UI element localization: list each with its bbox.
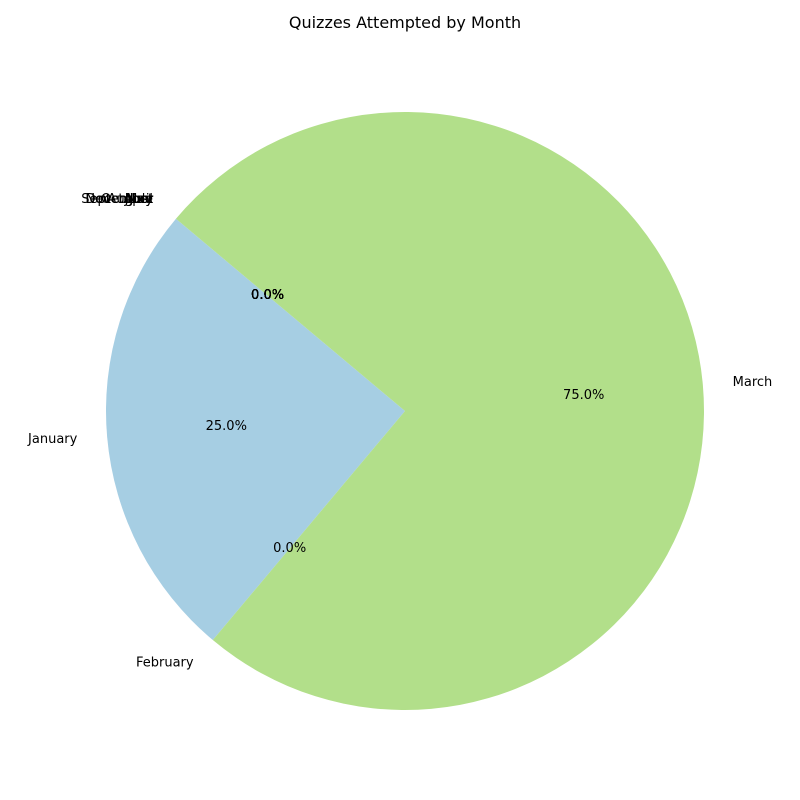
pie-slices bbox=[105, 111, 705, 710]
slice-pct-april: 0.0% bbox=[251, 288, 284, 303]
chart-title: Quizzes Attempted by Month bbox=[289, 13, 521, 32]
slice-pct-february: 0.0% bbox=[273, 541, 306, 556]
slice-label-january: January bbox=[27, 432, 78, 447]
slice-pct-june: 0.0% bbox=[251, 288, 284, 303]
slice-pct-march: 75.0% bbox=[563, 388, 604, 403]
slice-label-december: December bbox=[86, 192, 154, 207]
pie-slice-march bbox=[175, 111, 705, 710]
slice-pct-may: 0.0% bbox=[251, 288, 284, 303]
slice-label-may: May bbox=[126, 192, 153, 207]
slice-pct-november: 0.0% bbox=[251, 288, 284, 303]
slice-label-june: June bbox=[124, 192, 153, 207]
pie-labels: January 25.0% February 0.0% March 75.0% April 0… bbox=[27, 192, 772, 670]
slice-label-february: February bbox=[136, 655, 194, 670]
slice-pct-october: 0.0% bbox=[251, 288, 284, 303]
slice-pct-september: 0.0% bbox=[251, 288, 284, 303]
slice-label-april: April bbox=[123, 192, 153, 207]
slice-label-july: July bbox=[129, 192, 154, 207]
slice-pct-december: 0.0% bbox=[251, 288, 284, 303]
slice-pct-january: 25.0% bbox=[206, 419, 247, 434]
slice-pct-july: 0.0% bbox=[251, 288, 284, 303]
slice-label-march: March bbox=[733, 375, 773, 390]
pie-slice-january bbox=[105, 218, 406, 641]
slice-label-september: September bbox=[81, 192, 154, 207]
slice-label-november: November bbox=[85, 192, 153, 207]
slice-label-october: October bbox=[101, 192, 154, 207]
slice-label-august: August bbox=[108, 192, 154, 207]
slice-pct-august: 0.0% bbox=[251, 288, 284, 303]
